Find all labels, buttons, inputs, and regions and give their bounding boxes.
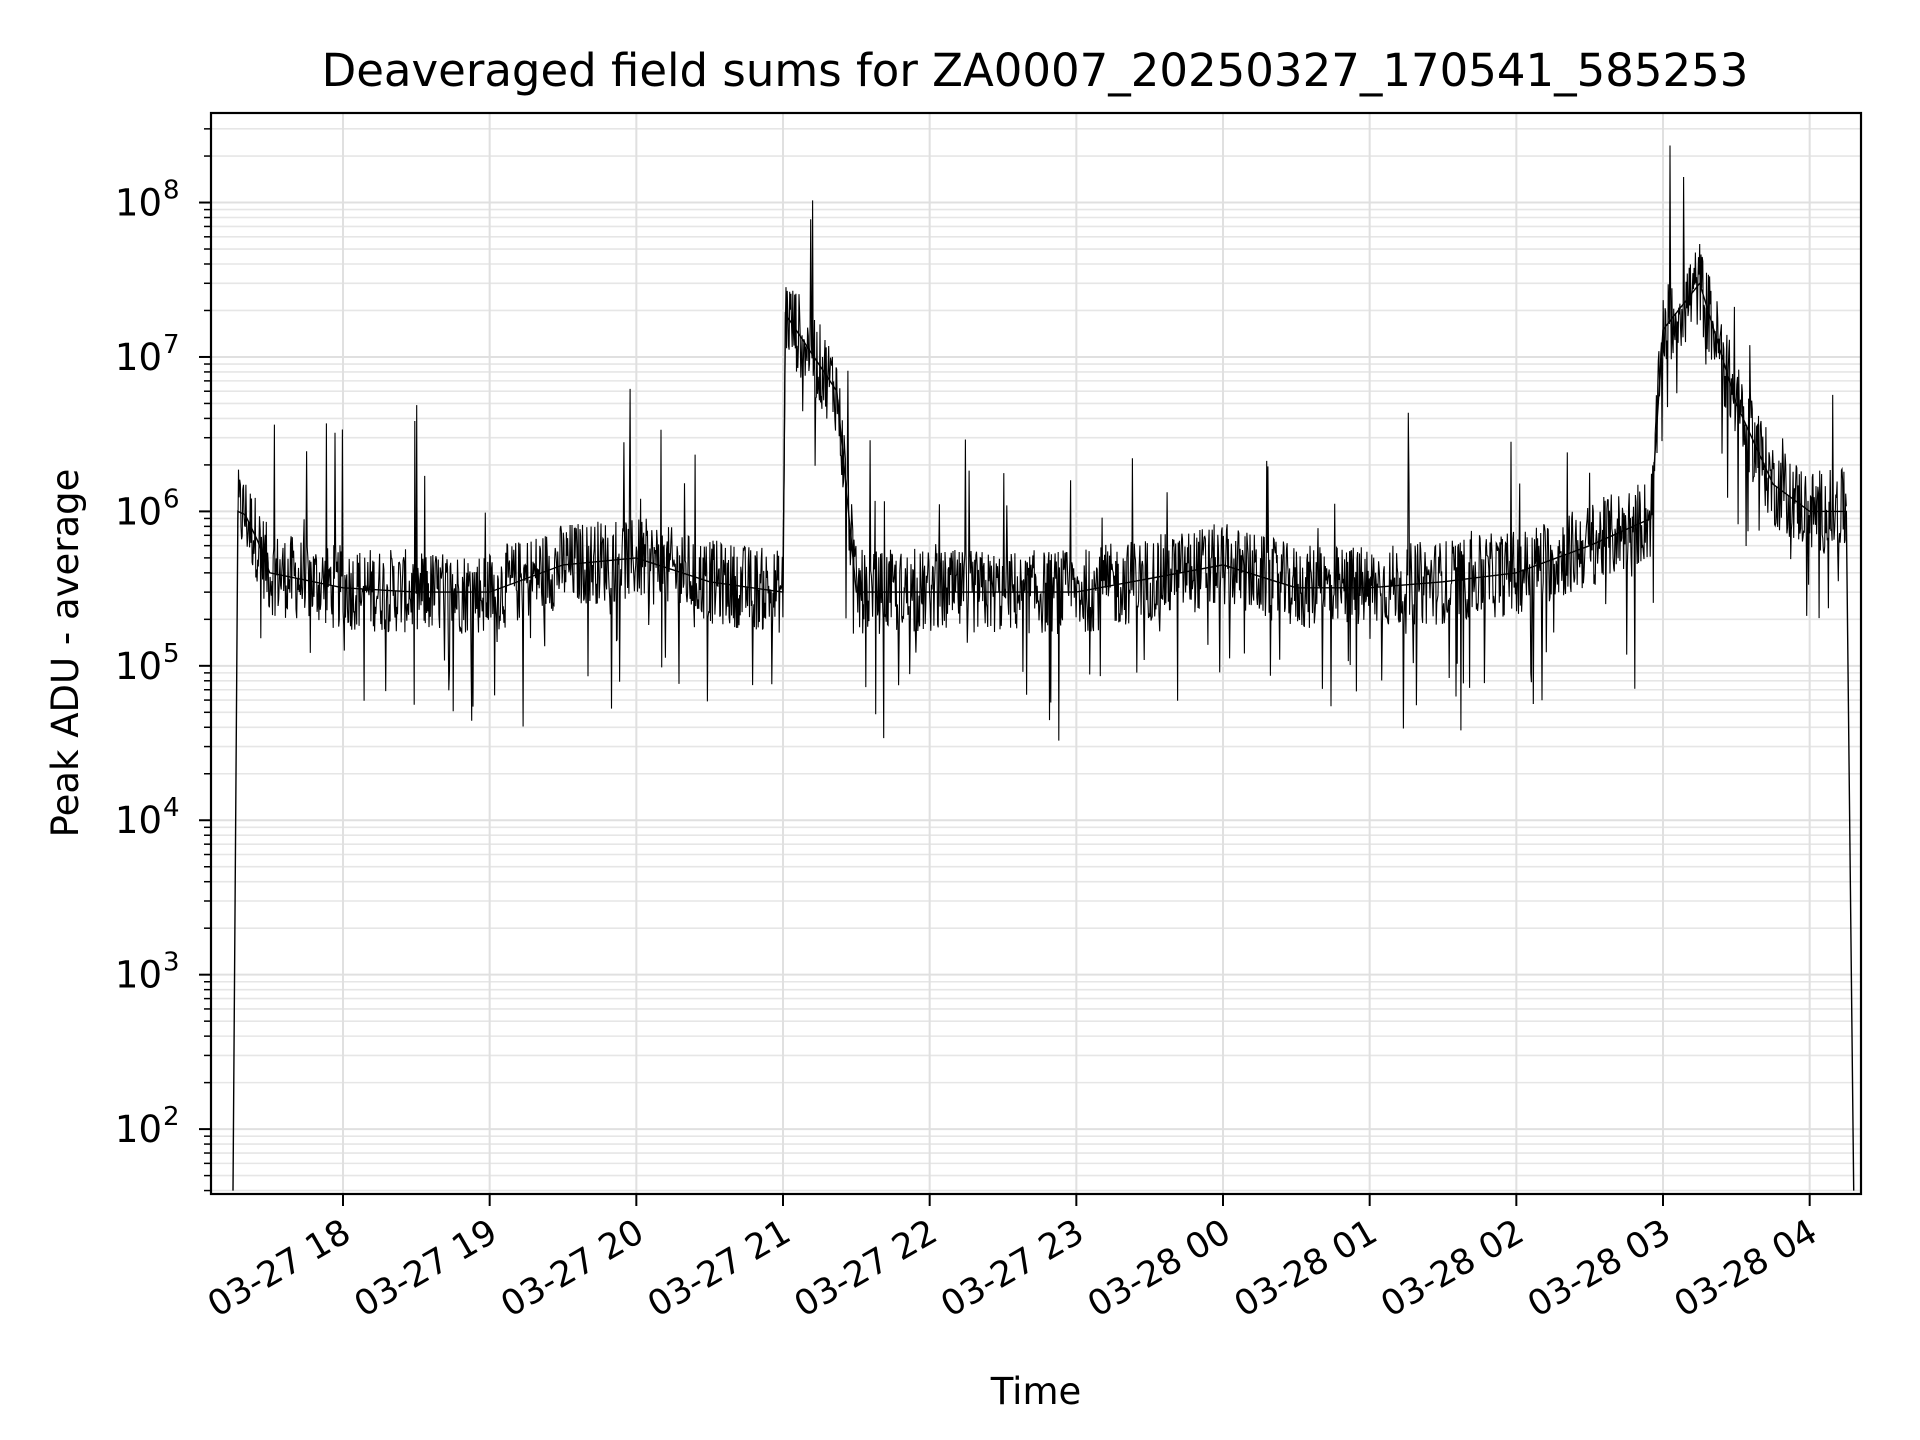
y-tick-label: 10 — [115, 490, 162, 533]
y-tick-label: 10 — [115, 182, 162, 225]
y-tick-label: 10 — [115, 954, 162, 997]
x-axis-label: Time — [990, 1370, 1082, 1413]
y-axis-label: Peak ADU - average — [44, 469, 87, 838]
y-tick-exponent: 3 — [163, 948, 180, 978]
y-tick-exponent: 7 — [163, 330, 180, 360]
y-tick-exponent: 2 — [163, 1102, 180, 1132]
series-layer — [232, 145, 1855, 1191]
grid — [211, 113, 1861, 1194]
y-tick-exponent: 5 — [163, 639, 180, 669]
y-tick-label: 10 — [115, 1108, 162, 1151]
y-tick-exponent: 6 — [163, 484, 180, 514]
y-tick-label: 10 — [115, 799, 162, 842]
y-tick-label: 10 — [115, 645, 162, 688]
plot-frame — [209, 111, 1863, 1196]
y-tick-exponent: 4 — [163, 793, 180, 823]
y-tick-label: 10 — [115, 336, 162, 379]
y-tick-exponent: 8 — [163, 176, 180, 206]
series-noise-trace — [237, 145, 1847, 741]
chart-title: Deaveraged field sums for ZA0007_2025032… — [322, 44, 1749, 97]
